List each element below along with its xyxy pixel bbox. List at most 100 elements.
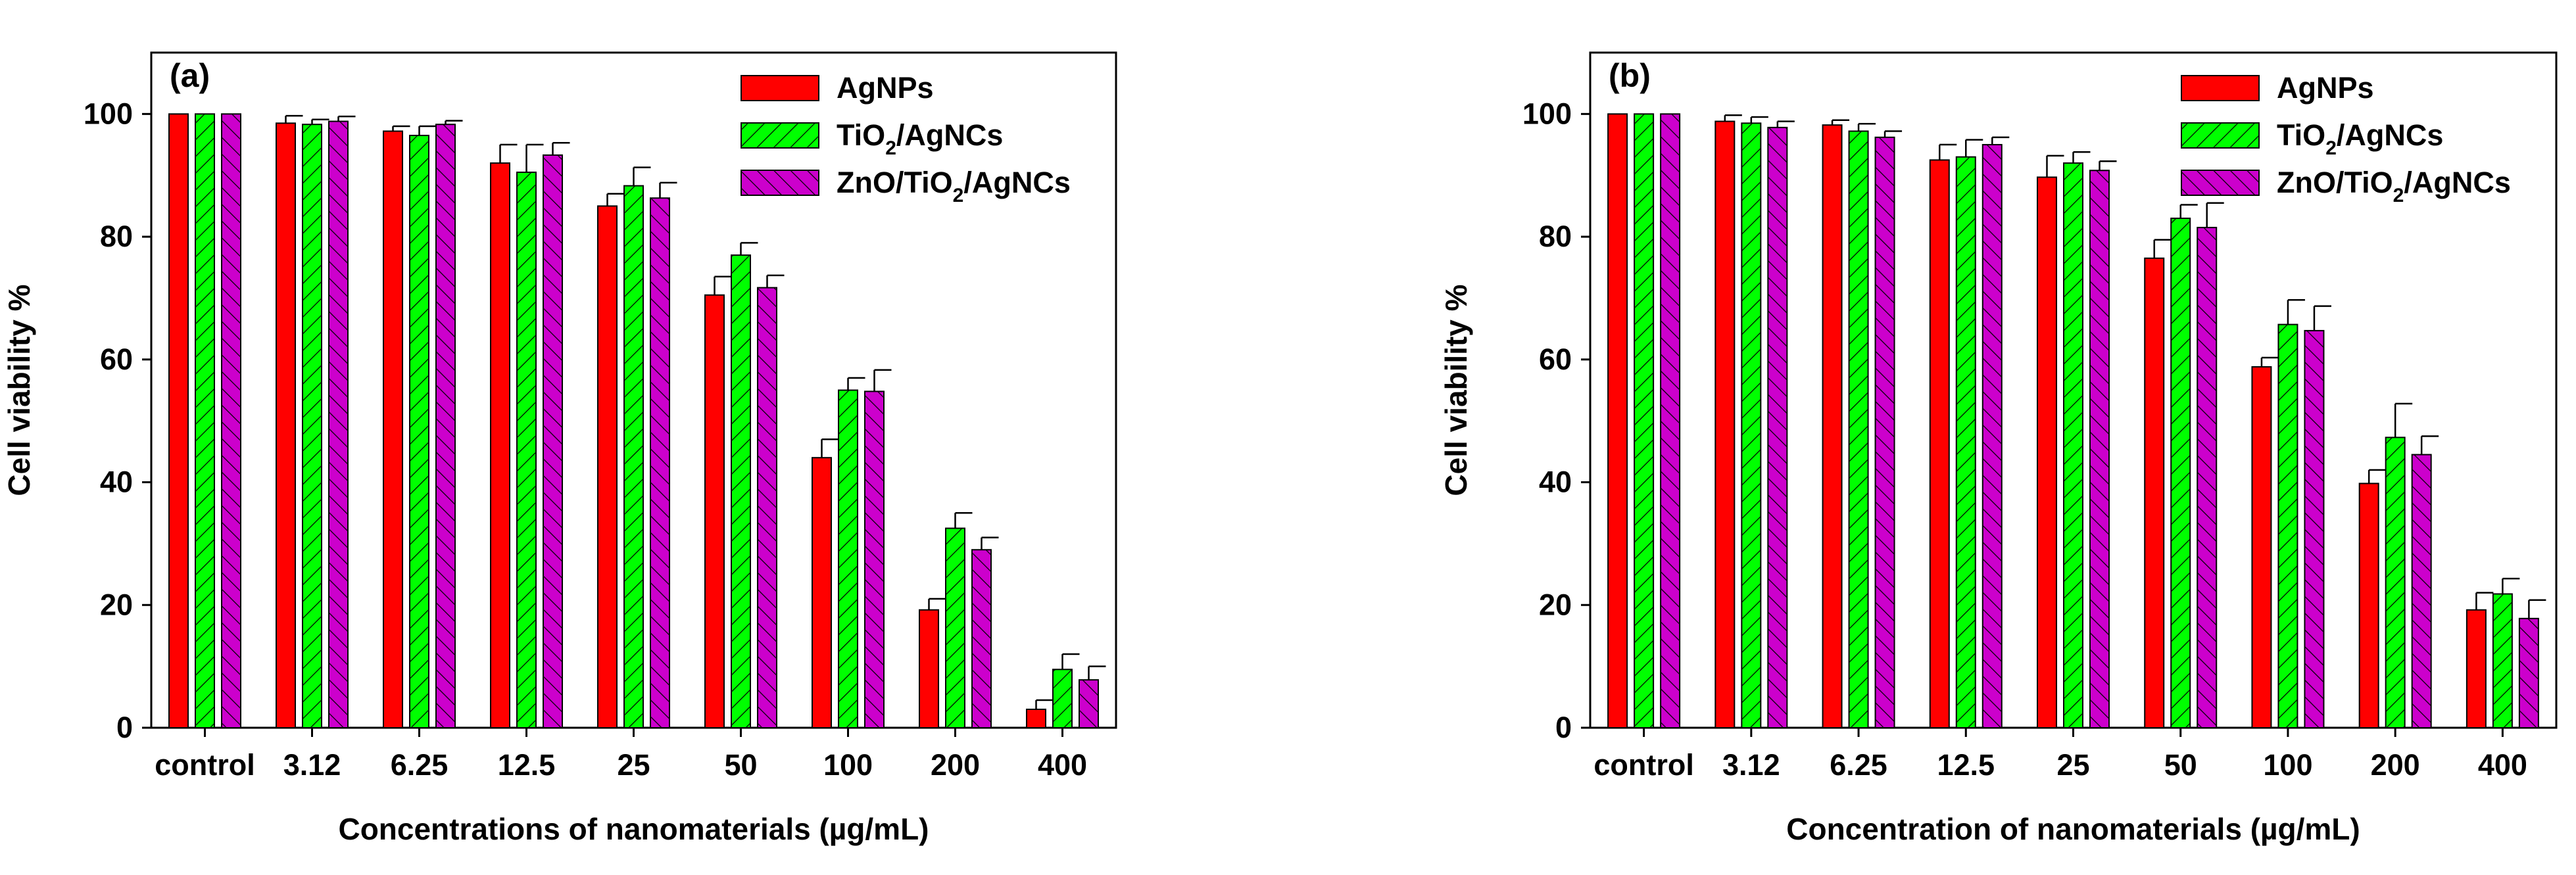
bar-tio2-agncs-200 — [945, 527, 965, 728]
bar-agnps-50 — [2144, 257, 2165, 728]
legend-swatch-tio2-agncs — [741, 122, 819, 149]
legend-subscript: 2 — [2325, 137, 2337, 159]
bar-zno-tio2-agncs-25 — [650, 197, 670, 729]
bar-zno-tio2-agncs-12-5 — [1981, 144, 2003, 728]
bar-agnps-400 — [1026, 708, 1046, 729]
legend-swatch-agnps — [2181, 75, 2260, 101]
y-tick-label: 60 — [100, 343, 133, 376]
bar-zno-tio2-agncs-3-12 — [1767, 126, 1788, 729]
y-tick-label: 40 — [100, 465, 133, 499]
bar-zno-tio2-agncs-200 — [2411, 454, 2432, 728]
x-tick-label: 3.12 — [283, 748, 341, 782]
bar-tio2-agncs-6-25 — [1848, 130, 1869, 729]
bar-agnps-50 — [704, 294, 725, 728]
legend-label-tio2-agncs: TiO2/AgNCs — [837, 118, 1003, 159]
legend-swatch-agnps — [741, 75, 819, 101]
bar-agnps-100 — [2251, 366, 2272, 728]
x-tick-label: 50 — [2164, 748, 2197, 782]
bar-zno-tio2-agncs-400 — [1079, 679, 1099, 729]
legend-subscript: 2 — [885, 137, 896, 159]
bar-agnps-25 — [597, 205, 618, 728]
bar-tio2-agncs-400 — [2492, 593, 2513, 729]
bar-agnps-3-12 — [1714, 120, 1736, 729]
bar-tio2-agncs-100 — [838, 389, 858, 728]
bar-zno-tio2-agncs-12-5 — [543, 154, 563, 728]
bar-zno-tio2-agncs-50 — [2197, 227, 2218, 728]
y-tick-label: 60 — [1539, 343, 1572, 376]
bar-agnps-200 — [2358, 483, 2379, 728]
bar-tio2-agncs-50 — [731, 254, 751, 729]
bar-tio2-agncs-100 — [2277, 323, 2298, 729]
y-axis-title: Cell viability % — [2, 284, 36, 496]
bar-agnps-25 — [2037, 176, 2057, 728]
y-tick-label: 40 — [1539, 465, 1572, 499]
x-tick-label: 50 — [724, 748, 757, 782]
x-tick-label: 3.12 — [1722, 748, 1780, 782]
bar-tio2-agncs-200 — [2385, 437, 2406, 728]
bar-agnps-400 — [2466, 609, 2487, 728]
bar-zno-tio2-agncs-3-12 — [328, 120, 349, 729]
bar-zno-tio2-agncs-6-25 — [435, 124, 456, 728]
legend-text: TiO — [837, 118, 885, 152]
y-tick-label: 100 — [1522, 97, 1572, 130]
bar-agnps-control — [168, 113, 189, 728]
y-tick-label: 100 — [84, 97, 133, 130]
bar-tio2-agncs-control — [1634, 113, 1655, 728]
bar-agnps-control — [1607, 113, 1628, 728]
bar-agnps-12-5 — [1929, 159, 1950, 729]
chart-panel-a: 0 20 40 60 80 100 control 3.12 6.25 12.5 25 50 100 20… — [2, 51, 1117, 846]
x-tick-label: 200 — [2371, 748, 2420, 782]
x-axis-title: Concentration of nanomaterials (µg/mL) — [1786, 812, 2360, 846]
x-tick-label: 100 — [823, 748, 873, 782]
x-tick-label: 12.5 — [498, 748, 556, 782]
bar-zno-tio2-agncs-200 — [971, 549, 992, 729]
x-tick-label: 6.25 — [391, 748, 449, 782]
legend-label-tio2-agncs: TiO2/AgNCs — [2277, 118, 2443, 159]
x-tick-label: 12.5 — [1937, 748, 1995, 782]
x-tick-label: 6.25 — [1830, 748, 1887, 782]
bar-tio2-agncs-12-5 — [516, 172, 537, 728]
legend-label-zno-tio2-agncs: ZnO/TiO2/AgNCs — [837, 166, 1071, 206]
x-tick-label: 100 — [2263, 748, 2312, 782]
y-tick-label: 0 — [116, 711, 133, 744]
x-tick-label: 400 — [1038, 748, 1087, 782]
bar-zno-tio2-agncs-50 — [757, 287, 777, 729]
x-tick-label: control — [155, 748, 255, 782]
x-tick-label: 200 — [931, 748, 980, 782]
bar-tio2-agncs-25 — [623, 185, 644, 728]
legend-text: TiO — [2277, 118, 2325, 152]
legend-label-zno-tio2-agncs: ZnO/TiO2/AgNCs — [2277, 166, 2511, 206]
bar-zno-tio2-agncs-control — [1660, 113, 1681, 728]
y-tick-label: 0 — [1555, 711, 1572, 744]
x-tick-label: 25 — [617, 748, 650, 782]
bar-agnps-3-12 — [276, 122, 296, 729]
y-tick-label: 20 — [1539, 588, 1572, 621]
bar-zno-tio2-agncs-6-25 — [1874, 136, 1895, 729]
bar-agnps-6-25 — [383, 130, 403, 729]
legend-label-agnps: AgNPs — [837, 71, 934, 105]
bar-tio2-agncs-50 — [2170, 218, 2191, 728]
x-axis-title: Concentrations of nanomaterials (µg/mL) — [338, 812, 929, 846]
bar-agnps-12-5 — [490, 162, 510, 728]
bar-agnps-6-25 — [1822, 124, 1843, 729]
legend-text: /AgNCs — [963, 166, 1071, 199]
legend-swatch-zno-tio2-agncs — [2181, 170, 2260, 196]
legend-text: ZnO/TiO — [2277, 166, 2393, 199]
legend-text: AgNPs — [837, 71, 934, 105]
bar-agnps-100 — [812, 457, 832, 728]
bar-zno-tio2-agncs-25 — [2089, 170, 2110, 728]
x-tick-label: 25 — [2056, 748, 2089, 782]
legend-swatch-zno-tio2-agncs — [741, 170, 819, 196]
legend-text: /AgNCs — [2404, 166, 2511, 199]
legend-subscript: 2 — [953, 185, 964, 206]
legend-text: /AgNCs — [2337, 118, 2444, 152]
bar-tio2-agncs-6-25 — [409, 135, 429, 729]
legend-text: /AgNCs — [896, 118, 1004, 152]
bar-agnps-200 — [919, 609, 939, 728]
x-tick-label: 400 — [2478, 748, 2527, 782]
bar-tio2-agncs-400 — [1052, 669, 1073, 729]
legend-swatch-tio2-agncs — [2181, 122, 2260, 149]
bar-tio2-agncs-control — [195, 113, 215, 728]
bar-tio2-agncs-25 — [2063, 162, 2083, 728]
